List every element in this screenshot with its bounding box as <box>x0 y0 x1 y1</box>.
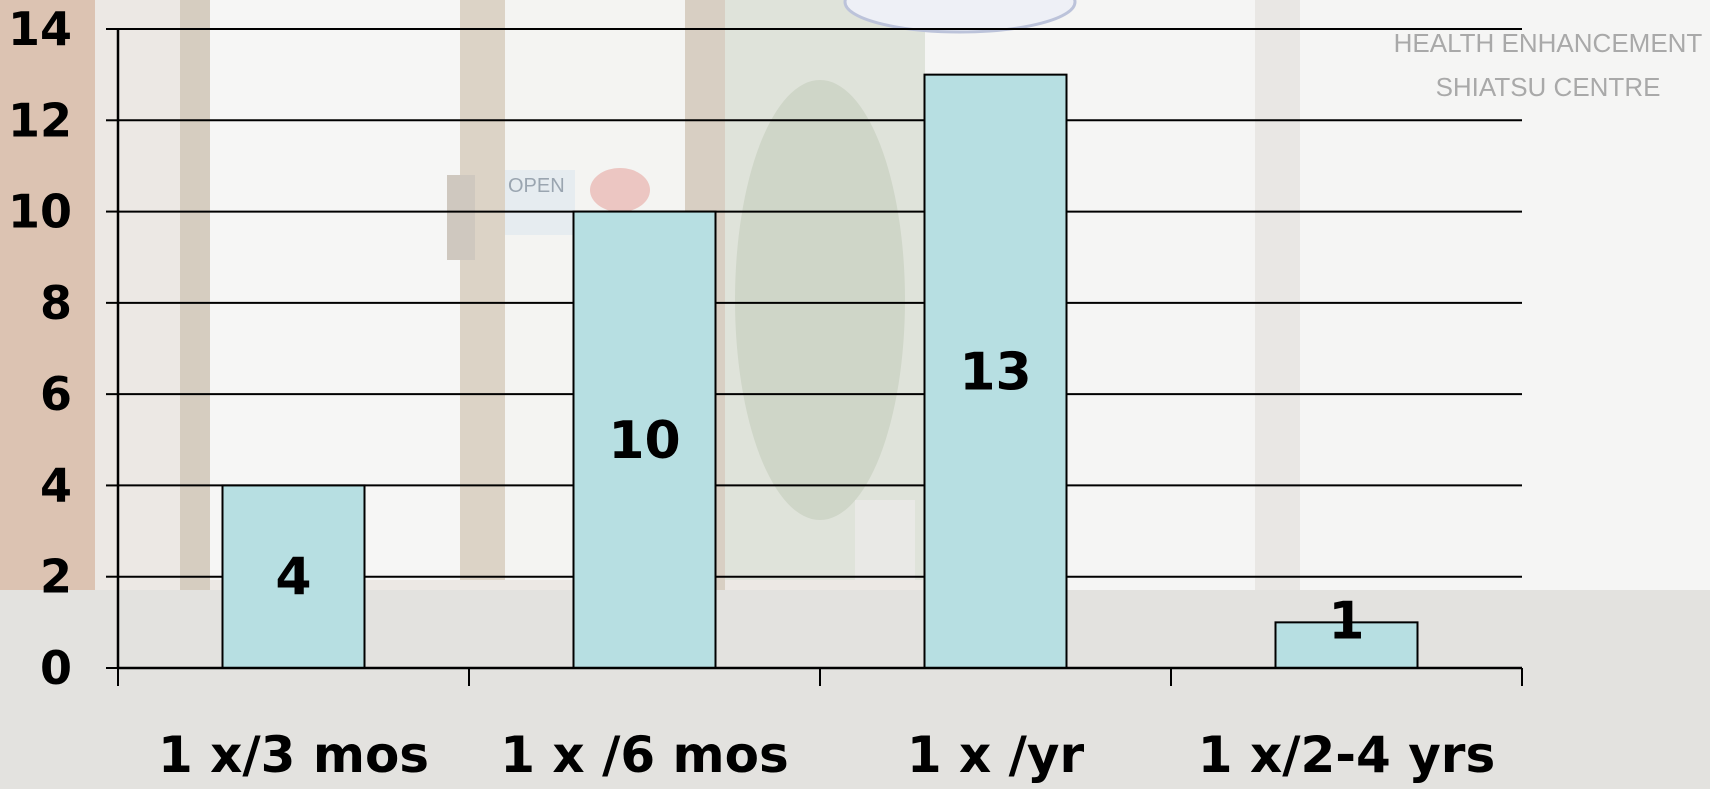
bg-sign-line-1: HEALTH ENHANCEMENT <box>1394 28 1703 58</box>
x-category-label-4: 1 x/2-4 yrs <box>1198 726 1495 784</box>
y-tick-label-6: 6 <box>40 367 72 421</box>
x-category-label-2: 1 x /6 mos <box>500 726 789 784</box>
data-label-4: 1 <box>1328 591 1364 651</box>
bg-doorframe-left <box>180 0 210 600</box>
axes <box>116 29 1523 686</box>
data-label-1: 4 <box>275 548 311 608</box>
y-tick-label-10: 10 <box>8 185 72 239</box>
bg-neon-sign <box>843 0 1077 34</box>
y-tick-label-14: 14 <box>8 2 72 56</box>
bar-2 <box>572 210 717 669</box>
x-category-label-1: 1 x/3 mos <box>158 726 429 784</box>
bar-4 <box>1274 621 1419 669</box>
x-axis-category-labels: 1 x/3 mos 1 x /6 mos 1 x /yr 1 x/2-4 yrs <box>158 726 1495 784</box>
data-label-3: 13 <box>959 342 1031 402</box>
y-tick-label-2: 2 <box>40 550 72 604</box>
bg-plant-foliage <box>735 80 905 520</box>
bg-door-handle <box>447 175 475 260</box>
x-category-label-3: 1 x /yr <box>907 726 1085 784</box>
bg-brick-wall <box>0 0 95 640</box>
bg-open-sign-text: OPEN <box>508 175 565 197</box>
y-tick-label-0: 0 <box>40 641 72 695</box>
data-label-2: 10 <box>608 411 680 471</box>
data-labels: 4 10 13 1 <box>275 342 1364 651</box>
bg-red-sticker <box>590 168 650 212</box>
y-tick-label-12: 12 <box>8 93 72 147</box>
bg-plant-pot <box>855 500 915 580</box>
bg-wall-post <box>1255 0 1300 600</box>
bg-sign-line-2: SHIATSU CENTRE <box>1436 72 1661 102</box>
bg-open-sign <box>505 170 575 235</box>
y-tick-label-4: 4 <box>40 458 72 512</box>
bg-glass-door <box>210 0 460 580</box>
y-axis-tick-labels: 0 2 4 6 8 10 12 14 <box>8 2 72 695</box>
y-tick-label-8: 8 <box>40 276 72 330</box>
bg-door-mullion <box>460 0 505 580</box>
bar-1 <box>221 484 366 669</box>
